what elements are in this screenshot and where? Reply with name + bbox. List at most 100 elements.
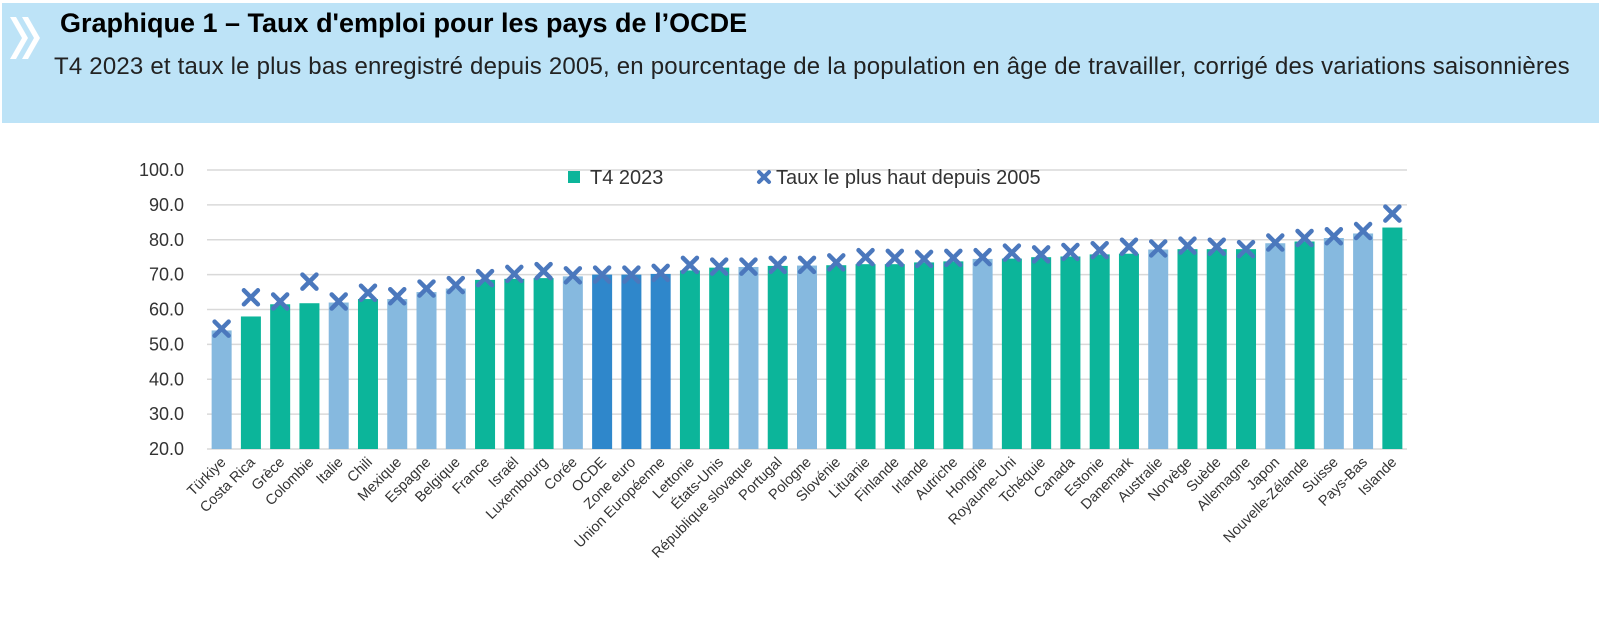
x-marker-19 [768, 255, 787, 275]
x-marker-5 [358, 283, 378, 303]
bar-10 [504, 278, 525, 449]
x-marker-29 [1061, 242, 1080, 262]
legend-x-marker-icon [757, 170, 771, 184]
x-marker-13 [592, 265, 612, 284]
bar-2 [270, 304, 291, 449]
oecd-chevron-logo [10, 17, 40, 59]
bar-23 [884, 264, 905, 449]
x-marker-28 [1031, 245, 1051, 264]
bar-29 [1060, 256, 1081, 449]
x-marker-14 [622, 265, 641, 284]
y-tick-label: 90.0 [149, 195, 184, 215]
marker-series [212, 204, 1402, 338]
bar-30 [1089, 254, 1110, 449]
y-tick-label: 100.0 [139, 160, 184, 180]
y-tick-label: 50.0 [149, 334, 184, 354]
bar-37 [1294, 241, 1315, 449]
bar-31 [1118, 253, 1139, 449]
bar-21 [826, 265, 847, 449]
y-tick-label: 60.0 [149, 300, 184, 320]
x-marker-0 [212, 319, 231, 338]
x-marker-25 [944, 248, 963, 268]
bar-24 [914, 262, 935, 449]
y-tick-label: 80.0 [149, 230, 184, 250]
x-marker-26 [973, 247, 992, 267]
chart-title: Graphique 1 – Taux d'emploi pour les pay… [60, 8, 748, 38]
bar-19 [767, 265, 788, 449]
bar-series [211, 227, 1403, 449]
x-marker-10 [505, 264, 524, 284]
bar-18 [738, 266, 759, 449]
bar-8 [445, 288, 466, 449]
x-marker-36 [1266, 233, 1285, 252]
bar-9 [475, 279, 496, 449]
x-marker-20 [797, 255, 817, 275]
x-marker-3 [300, 272, 319, 291]
bar-38 [1323, 238, 1344, 449]
bar-5 [357, 299, 378, 449]
x-marker-18 [739, 257, 758, 276]
bar-17 [709, 267, 730, 449]
employment-rate-chart: 100.0 90.0 80.0 70.0 60.0 50.0 40.0 30.0 20.0 Tü… [139, 160, 1407, 562]
x-category-label: Italie [314, 455, 347, 488]
x-marker-22 [856, 247, 875, 267]
x-marker-40 [1383, 204, 1402, 223]
bar-32 [1148, 249, 1169, 449]
x-marker-1 [241, 288, 261, 307]
x-marker-17 [709, 257, 729, 276]
x-marker-9 [475, 268, 495, 288]
legend: T4 2023 Taux le plus haut depuis 2005 [568, 167, 1041, 189]
bar-20 [797, 265, 817, 449]
bar-15 [650, 273, 671, 449]
x-marker-6 [387, 286, 407, 306]
bar-25 [943, 261, 964, 449]
legend-label-t4: T4 2023 [590, 167, 663, 189]
x-marker-35 [1236, 239, 1256, 259]
y-tick-label: 30.0 [149, 404, 184, 424]
bar-16 [679, 270, 700, 449]
x-marker-2 [270, 292, 290, 311]
y-tick-label: 40.0 [149, 369, 184, 389]
bar-39 [1353, 233, 1374, 449]
bar-28 [1031, 257, 1052, 449]
x-marker-39 [1353, 221, 1373, 241]
bar-3 [299, 303, 320, 449]
x-marker-33 [1178, 236, 1197, 255]
x-marker-16 [680, 255, 700, 275]
x-marker-7 [417, 279, 436, 298]
bar-27 [1001, 258, 1022, 449]
bar-22 [855, 264, 876, 449]
bar-40 [1382, 227, 1403, 449]
y-axis: 100.0 90.0 80.0 70.0 60.0 50.0 40.0 30.0 20.0 [139, 160, 184, 459]
x-marker-12 [563, 266, 583, 285]
bar-1 [240, 316, 261, 449]
x-marker-11 [534, 261, 553, 281]
x-marker-4 [329, 292, 348, 311]
x-marker-32 [1148, 239, 1168, 258]
bar-12 [562, 276, 583, 449]
bar-13 [592, 274, 613, 449]
y-tick-label: 70.0 [149, 265, 184, 285]
x-marker-34 [1207, 237, 1227, 256]
x-marker-8 [446, 275, 466, 295]
x-marker-30 [1090, 240, 1109, 260]
legend-swatch-green [568, 171, 580, 183]
x-marker-27 [1002, 243, 1022, 262]
bar-14 [621, 274, 642, 449]
x-marker-21 [827, 253, 846, 272]
x-marker-24 [914, 249, 934, 269]
bar-35 [1236, 249, 1257, 449]
chart-subtitle: T4 2023 et taux le plus bas enregistré d… [54, 53, 1570, 80]
bar-33 [1177, 249, 1198, 449]
legend-label-high: Taux le plus haut depuis 2005 [776, 167, 1041, 189]
bar-36 [1265, 243, 1286, 449]
x-marker-31 [1119, 237, 1139, 256]
bar-34 [1206, 249, 1227, 449]
y-tick-label: 20.0 [149, 439, 184, 459]
x-marker-37 [1295, 228, 1314, 248]
bar-26 [972, 258, 993, 449]
x-marker-23 [885, 248, 905, 268]
bar-6 [387, 299, 408, 449]
bar-7 [416, 292, 437, 449]
